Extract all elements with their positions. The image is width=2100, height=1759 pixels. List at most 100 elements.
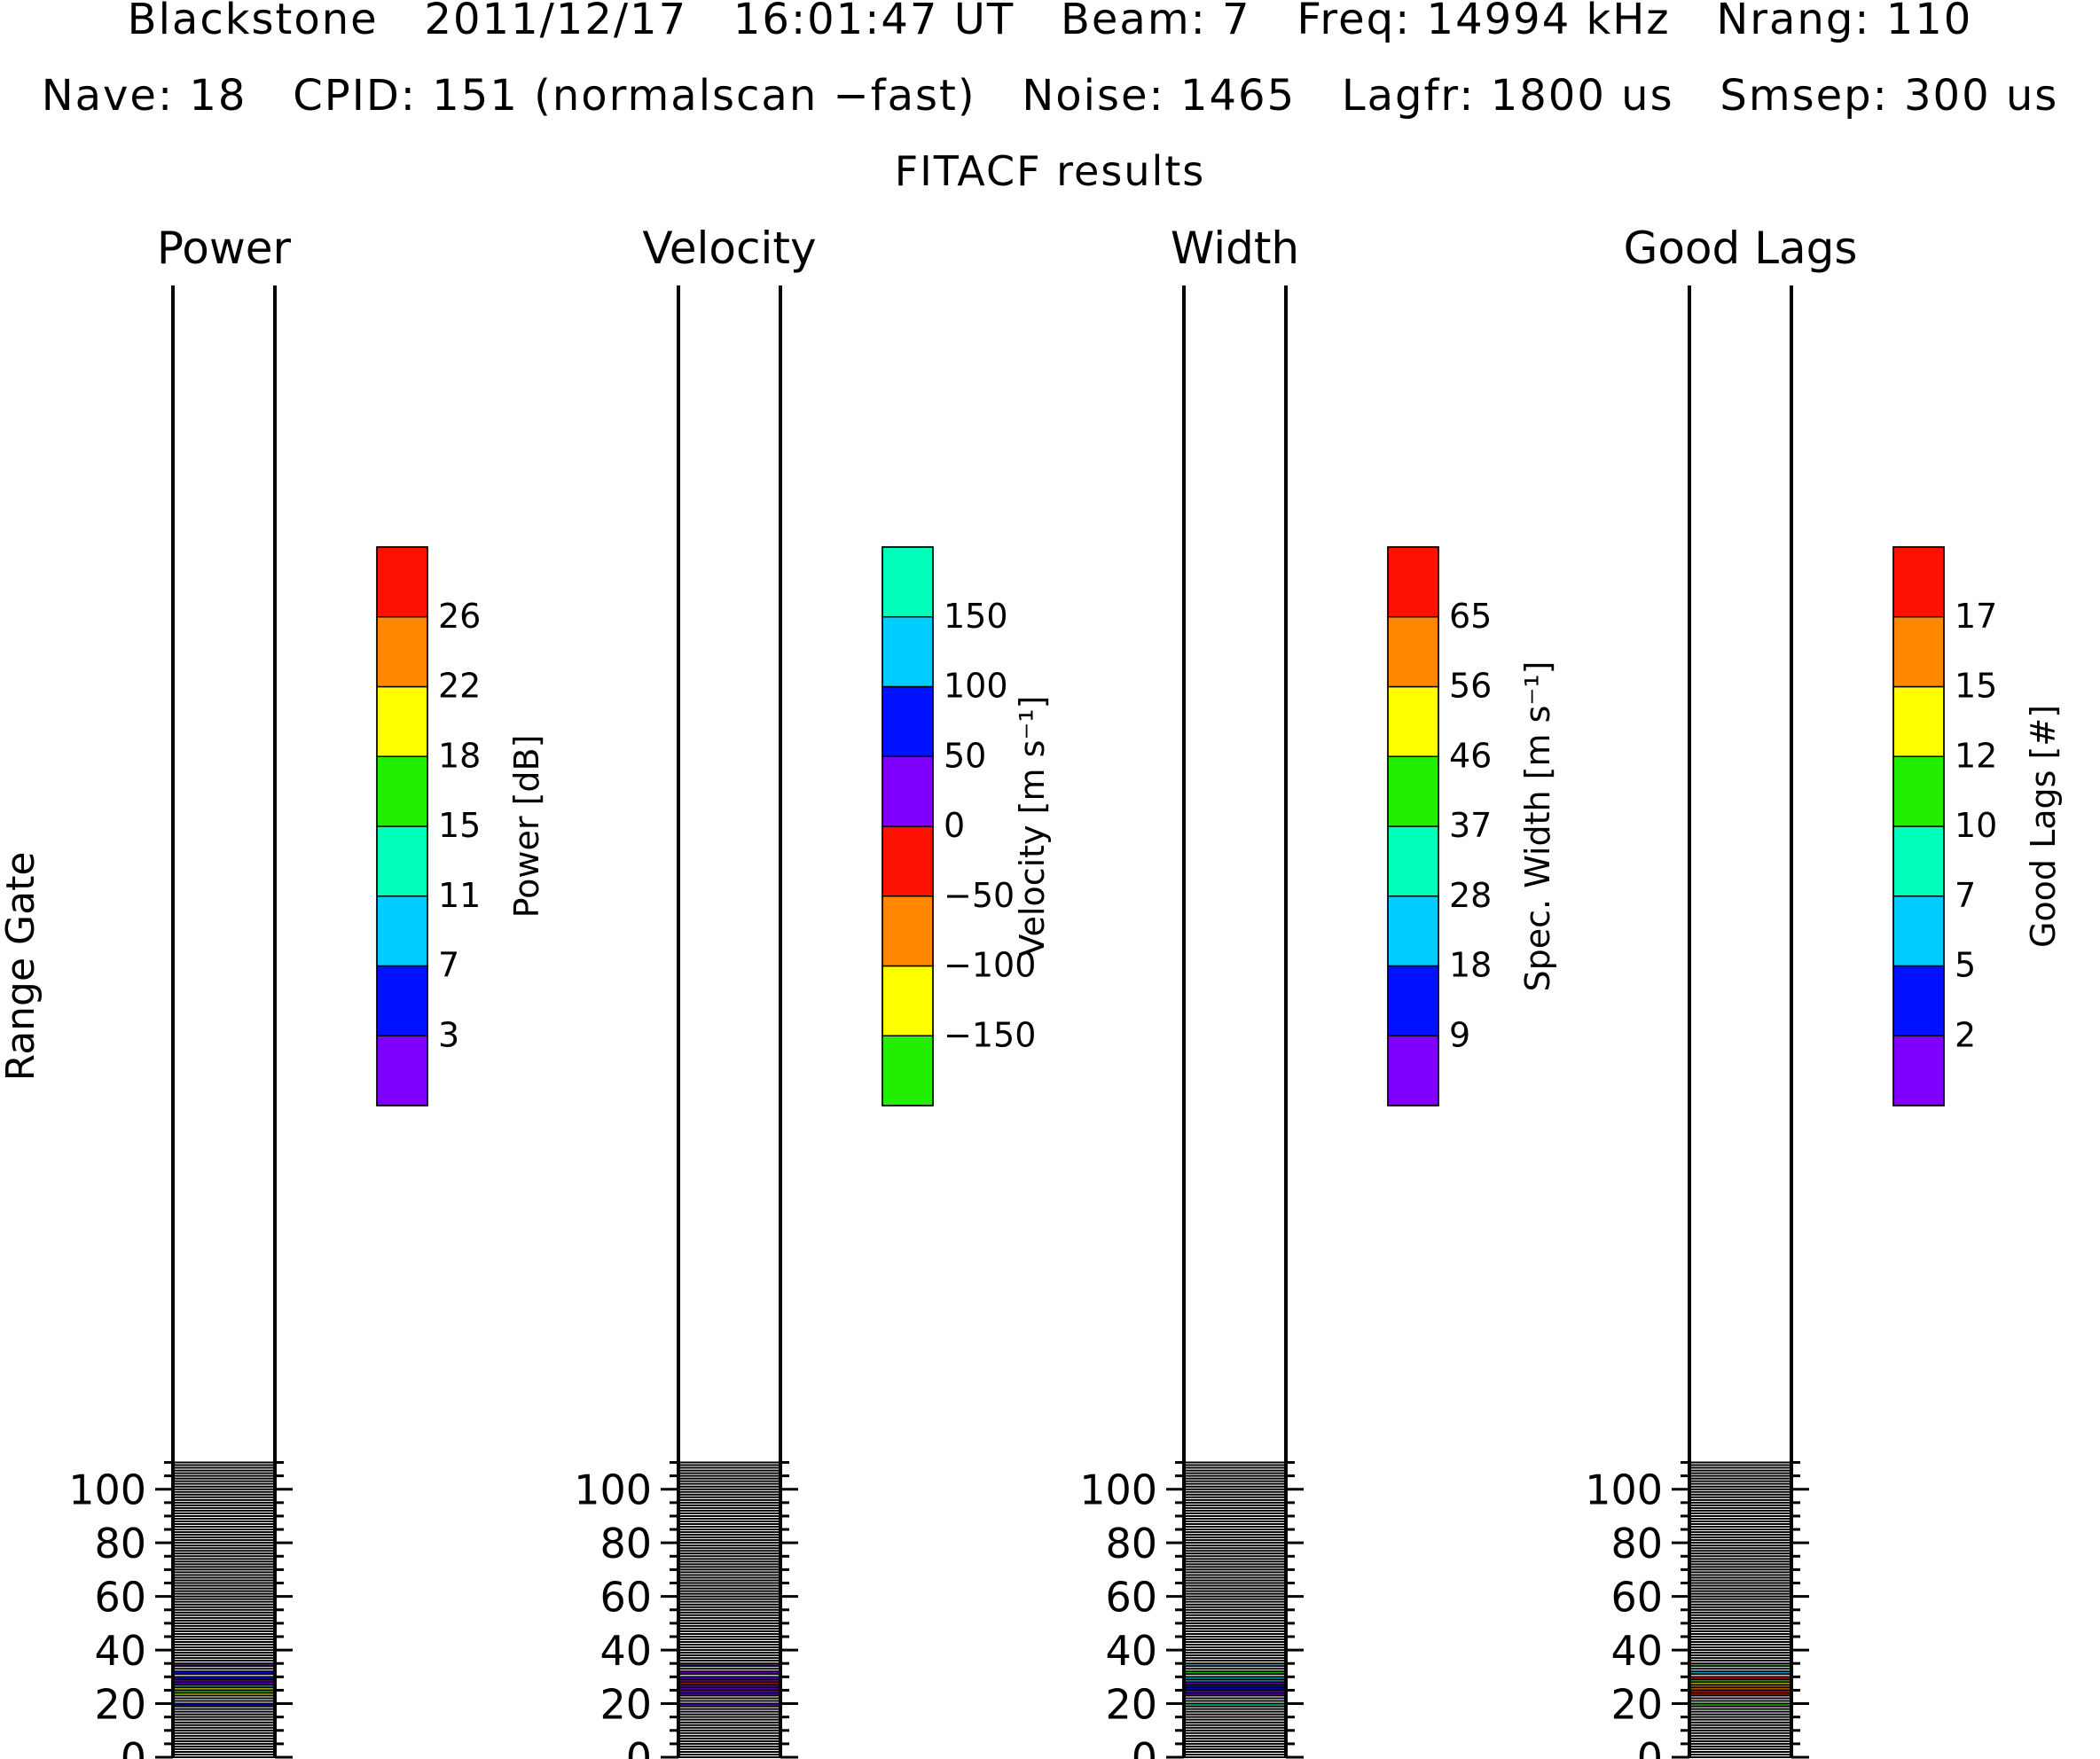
data-cell (678, 1690, 780, 1693)
data-cell (1689, 1679, 1791, 1683)
data-cell (1184, 1663, 1286, 1667)
data-cell (678, 1671, 780, 1675)
colorbar-tick-label: −150 (944, 1015, 1036, 1054)
colorbar-bin (882, 546, 934, 618)
colorbar-tick-label: 22 (438, 667, 481, 706)
y-axis-label: Range Gate (0, 852, 43, 1082)
y-tick-label: 80 (1610, 1520, 1663, 1567)
y-tick-label: 40 (1105, 1627, 1157, 1675)
data-cell (173, 1685, 275, 1688)
colorbar-bin (1892, 755, 1945, 827)
colorbar-bin (1892, 1035, 1945, 1106)
colorbar-bin (1892, 895, 1945, 967)
data-cell (1184, 1671, 1286, 1675)
panel-title: Velocity (642, 223, 816, 274)
colorbar-bin (376, 546, 428, 618)
data-cell (1689, 1690, 1791, 1693)
y-tick-label: 20 (1610, 1681, 1663, 1729)
colorbar-tick-label: 56 (1449, 667, 1492, 706)
y-tick-label: 0 (121, 1734, 146, 1759)
colorbar-bin (376, 1035, 428, 1106)
y-tick-label: 100 (574, 1466, 652, 1514)
colorbar-tick-label: 17 (1955, 597, 1997, 636)
colorbar-bin (376, 616, 428, 688)
data-cell (1184, 1682, 1286, 1685)
data-cell (678, 1687, 780, 1691)
colorbar-tick-label: 0 (944, 806, 965, 845)
colorbar-bin (882, 616, 934, 688)
colorbar-tick-label: 7 (1955, 876, 1976, 915)
colorbar-tick-label: 2 (1955, 1015, 1976, 1054)
y-tick-label: 100 (1585, 1466, 1663, 1514)
data-cell (1689, 1685, 1791, 1688)
header-line-3: FITACF results (894, 147, 1206, 195)
data-cell (1689, 1693, 1791, 1696)
colorbar-label: Velocity [m s⁻¹] (1013, 696, 1052, 958)
data-cell (173, 1693, 275, 1696)
y-tick-label: 80 (599, 1520, 652, 1567)
colorbar-bin (1387, 755, 1439, 827)
panel-title: Power (157, 223, 292, 274)
colorbar-bin (1892, 825, 1945, 897)
y-tick-label: 0 (1132, 1734, 1157, 1759)
colorbar-tick-label: 26 (438, 597, 481, 636)
y-tick-label: 0 (626, 1734, 652, 1759)
colorbar-bin (882, 895, 934, 967)
colorbar-bin (1387, 616, 1439, 688)
colorbar-tick-label: 65 (1449, 597, 1492, 636)
colorbar-tick-label: 7 (438, 946, 459, 985)
y-tick-label: 20 (599, 1681, 652, 1729)
colorbar-tick-label: 37 (1449, 806, 1492, 845)
data-cell (1689, 1663, 1791, 1667)
colorbar-bin (1387, 1035, 1439, 1106)
colorbar-frame (376, 546, 428, 1106)
panel-title: Width (1171, 223, 1299, 274)
colorbar-tick-label: 12 (1955, 736, 1997, 775)
data-cell (1689, 1703, 1791, 1707)
data-cell (1689, 1682, 1791, 1685)
colorbar-label: Good Lags [#] (2024, 705, 2063, 948)
colorbar-bin (1892, 616, 1945, 688)
y-tick-label: 80 (94, 1520, 146, 1567)
colorbar-bin (1892, 546, 1945, 618)
colorbar-bin (1387, 825, 1439, 897)
y-tick-label: 40 (1610, 1627, 1663, 1675)
data-cell (678, 1677, 780, 1680)
data-cell (1184, 1690, 1286, 1693)
colorbar-bin (1387, 546, 1439, 618)
colorbar-bin (376, 895, 428, 967)
colorbar-bin (882, 1035, 934, 1106)
colorbar-bin (1387, 895, 1439, 967)
data-cell (678, 1693, 780, 1696)
colorbar-tick-label: 3 (438, 1015, 459, 1054)
colorbar-tick-label: 28 (1449, 876, 1492, 915)
data-cell (678, 1685, 780, 1688)
colorbar-bin (376, 755, 428, 827)
y-tick-label: 60 (94, 1574, 146, 1622)
colorbar-bin (882, 825, 934, 897)
data-cell (1689, 1671, 1791, 1675)
colorbar-frame (1387, 546, 1439, 1106)
data-cell (678, 1682, 780, 1685)
colorbar-bin (1892, 965, 1945, 1036)
y-tick-label: 100 (1079, 1466, 1157, 1514)
data-cell (678, 1663, 780, 1667)
colorbar-bin (882, 685, 934, 757)
colorbar-tick-label: 46 (1449, 736, 1492, 775)
colorbar-tick-label: 10 (1955, 806, 1997, 845)
data-cell (173, 1679, 275, 1683)
y-tick-label: 40 (599, 1627, 652, 1675)
y-tick-label: 20 (1105, 1681, 1157, 1729)
data-cell (173, 1682, 275, 1685)
data-cell (173, 1703, 275, 1707)
data-cell (1689, 1687, 1791, 1691)
colorbar-frame (1892, 546, 1945, 1106)
data-cell (678, 1703, 780, 1707)
colorbar-bin (376, 825, 428, 897)
colorbar-label: Spec. Width [m s⁻¹] (1518, 661, 1557, 992)
data-cell (1184, 1687, 1286, 1691)
data-cell (173, 1677, 275, 1680)
header-line-1: Blackstone 2011/12/17 16:01:47 UT Beam: … (127, 0, 1973, 44)
colorbar-bin (1387, 965, 1439, 1036)
